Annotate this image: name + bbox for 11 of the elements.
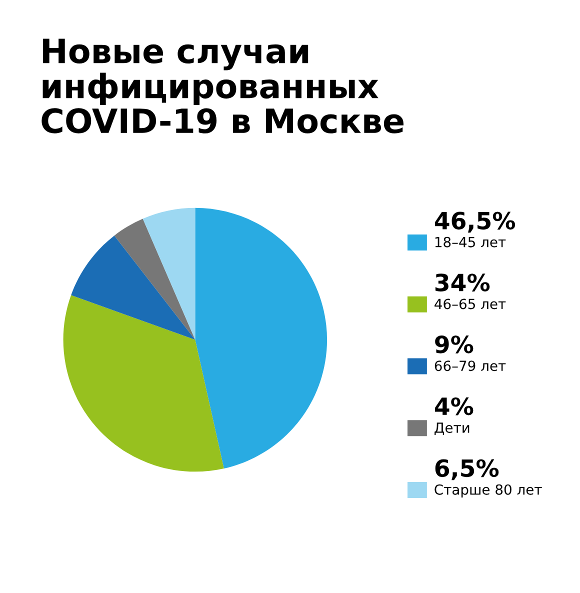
legend-label: 18–45 лет	[435, 236, 506, 248]
data-label: 9%	[435, 335, 474, 354]
data-label: 4%	[434, 397, 474, 416]
legend-label: 66–79 лет	[434, 360, 506, 372]
data-label: 46,5%	[434, 212, 516, 233]
legend-label: 46–65 лет	[434, 298, 506, 310]
legend-label: Дети	[434, 422, 470, 435]
data-label: 6,5%	[435, 459, 499, 480]
data-label: 34%	[435, 274, 490, 292]
legend-label: Старше 80 лет	[434, 484, 542, 498]
chart-title: Новые случаи инфицированных COVID-19 в Москве	[42, 38, 404, 134]
